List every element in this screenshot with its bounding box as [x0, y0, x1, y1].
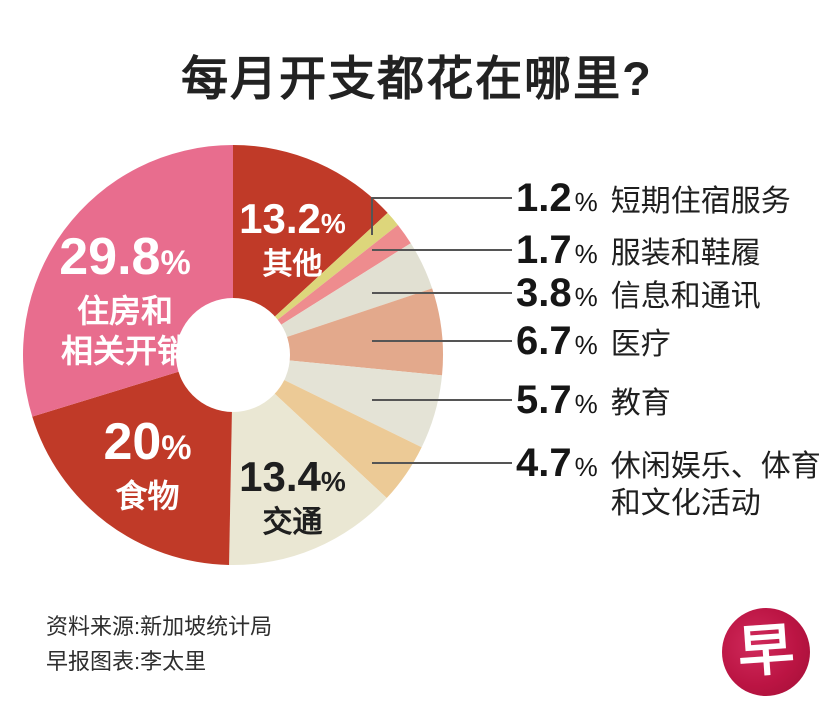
pie-slice-8 — [32, 355, 233, 565]
other-label: 其他 — [262, 248, 323, 281]
transport-label: 交通 — [262, 506, 323, 539]
transport-percent-value: 13.4 — [239, 453, 321, 500]
housing-percent-value: 29.8 — [59, 228, 161, 286]
food-percent-sign: % — [161, 429, 192, 467]
legend-row: 5.7 % 教育 — [516, 379, 671, 422]
pie-label-food: 20% 食物 — [65, 416, 230, 516]
food-label: 食物 — [115, 478, 180, 514]
legend-category-label: 短期住宿服务 — [610, 185, 791, 218]
credit-line: 早报图表:李太里 — [46, 649, 207, 674]
legend-category-label: 休闲娱乐、体育 和文化活动 — [610, 450, 821, 520]
pie-slice-7 — [229, 355, 387, 565]
zaobao-logo: 早 — [722, 608, 810, 696]
legend-category-label: 服装和鞋履 — [610, 237, 761, 270]
legend-percent-sign: % — [574, 452, 598, 482]
leader-line-0 — [371, 197, 512, 235]
transport-percent-sign: % — [320, 466, 346, 497]
pie-label-housing: 29.8% 住房和 相关开销 — [30, 231, 220, 371]
pie-label-transport: 13.4% 交通 — [215, 456, 370, 541]
legend-percent-sign: % — [574, 282, 598, 312]
other-percent-sign: % — [320, 208, 346, 239]
legend-row: 4.7 % 休闲娱乐、体育 和文化活动 — [516, 442, 821, 522]
legend-percent-sign: % — [574, 239, 598, 269]
legend-row: 3.8 % 信息和通讯 — [516, 272, 761, 315]
food-percent-value: 20 — [103, 413, 162, 471]
legend-row: 1.7 % 服装和鞋履 — [516, 229, 761, 272]
legend-category-label: 医疗 — [610, 328, 671, 361]
legend-category-label: 教育 — [610, 387, 671, 420]
pie-slice-3 — [233, 243, 433, 355]
legend-percent-sign: % — [574, 389, 598, 419]
zaobao-logo-glyph: 早 — [735, 619, 797, 685]
page-title: 每月开支都花在哪里? — [181, 52, 653, 105]
housing-label: 住房和 相关开销 — [60, 293, 189, 369]
legend-percent-value: 6.7 — [516, 319, 572, 363]
pie-slice-5 — [233, 355, 443, 448]
other-percent-value: 13.2 — [239, 195, 321, 242]
legend-row: 1.2 % 短期住宿服务 — [516, 177, 791, 220]
legend-percent-value: 4.7 — [516, 441, 572, 485]
legend-percent-value: 1.7 — [516, 228, 572, 272]
source-credits: 资料来源:新加坡统计局 早报图表:李太里 — [46, 609, 272, 679]
legend-percent-sign: % — [574, 330, 598, 360]
pie-slice-0 — [233, 145, 388, 355]
legend-percent-value: 3.8 — [516, 271, 572, 315]
legend-category-label: 信息和通讯 — [610, 280, 761, 313]
housing-percent-sign: % — [160, 244, 191, 282]
legend-row: 6.7 % 医疗 — [516, 320, 671, 363]
legend-percent-sign: % — [574, 187, 598, 217]
source-line: 资料来源:新加坡统计局 — [46, 614, 273, 639]
donut-hole — [176, 298, 290, 412]
pie-label-other: 13.2% 其他 — [230, 198, 355, 283]
legend-percent-value: 1.2 — [516, 176, 572, 220]
legend-percent-value: 5.7 — [516, 378, 572, 422]
